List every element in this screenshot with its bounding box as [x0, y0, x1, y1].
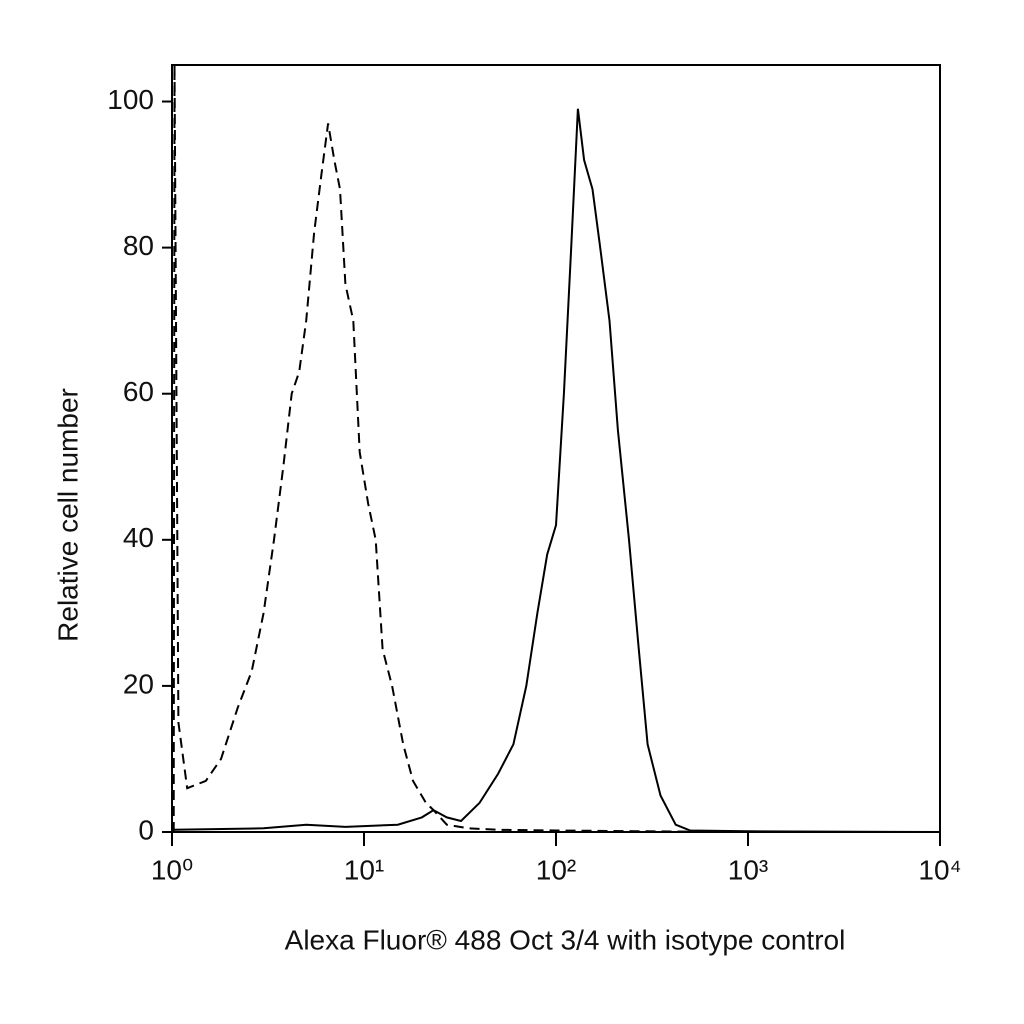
x-tick-label: 10² [536, 854, 576, 885]
x-tick-label: 10³ [728, 854, 768, 885]
y-axis-label: Relative cell number [52, 388, 83, 642]
histogram-line [173, 108, 941, 833]
y-tick-label: 0 [138, 814, 154, 845]
plot-frame [171, 64, 941, 833]
x-tick-label: 10¹ [344, 854, 384, 885]
histogram-line [172, 64, 940, 833]
x-tick-label: 10⁰ [151, 854, 193, 885]
y-tick-label: 80 [123, 230, 154, 261]
x-tick-label: 10⁴ [918, 854, 961, 885]
y-tick-label: 20 [123, 668, 154, 699]
x-axis-label: Alexa Fluor® 488 Oct 3/4 with isotype co… [285, 924, 846, 955]
y-tick-label: 100 [107, 84, 154, 115]
y-tick-label: 40 [123, 522, 154, 553]
y-tick-label: 60 [123, 376, 154, 407]
